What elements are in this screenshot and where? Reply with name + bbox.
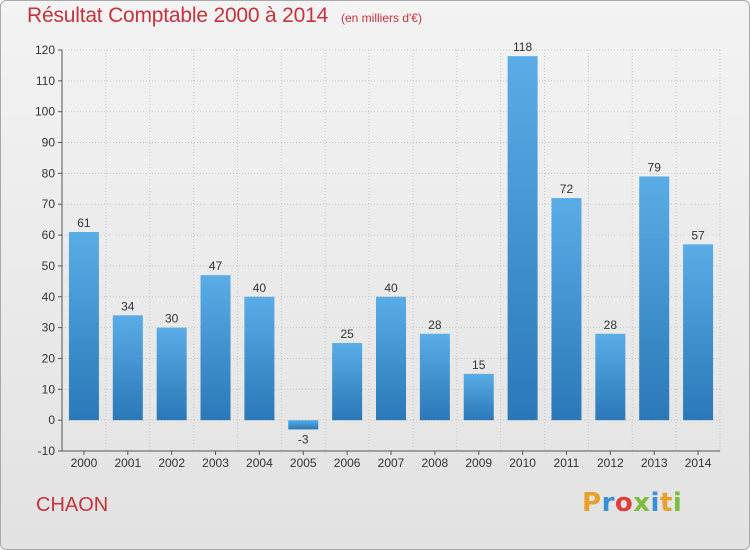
bar-2013 [639, 176, 670, 421]
bar-2001 [112, 315, 143, 421]
bars [68, 56, 714, 430]
bar-2003 [200, 275, 231, 421]
y-tick-label: 30 [42, 321, 56, 335]
y-tick-label: 100 [35, 105, 55, 119]
y-tick-label: 10 [42, 382, 56, 396]
bar-2007 [376, 296, 406, 421]
commune-name: CHAON [36, 494, 109, 516]
chart-title: Résultat Comptable 2000 à 2014 [27, 4, 329, 27]
value-label-2005: -3 [298, 432, 309, 446]
x-tick-label-2007: 2007 [378, 456, 405, 470]
bar-2010 [507, 56, 538, 421]
x-tick-label-2001: 2001 [114, 456, 141, 470]
logo-letter: r [601, 488, 615, 518]
x-tick-label-2010: 2010 [509, 456, 536, 470]
bar-2002 [156, 327, 187, 421]
value-label-2001: 34 [121, 299, 135, 313]
bar-2006 [332, 343, 363, 421]
x-tick-label-2000: 2000 [71, 456, 98, 470]
bar-2014 [683, 244, 714, 421]
y-tick-label: 110 [36, 74, 55, 88]
value-label-2014: 57 [691, 228, 705, 242]
logo-letter: o [614, 488, 634, 518]
y-tick-label: 90 [42, 136, 56, 150]
logo-letter: i [672, 488, 683, 518]
value-label-2006: 25 [340, 327, 354, 341]
logo-letter: t [659, 488, 673, 518]
bar-2009 [463, 373, 494, 421]
x-tick-label-2011: 2011 [554, 456, 580, 470]
value-label-2007: 40 [384, 281, 398, 295]
bar-2011 [551, 198, 582, 421]
logo-letter: P [582, 488, 602, 518]
x-tick-label-2014: 2014 [685, 456, 712, 470]
value-label-2004: 40 [253, 281, 267, 295]
chart-subtitle: (en milliers d'€) [341, 11, 422, 25]
bar-2005 [288, 420, 319, 430]
x-tick-label-2009: 2009 [465, 456, 492, 470]
y-tick-label: 80 [42, 166, 56, 180]
y-tick-label: 20 [42, 351, 56, 365]
value-labels: 61 34 30 47 40 -3 25 40 28 15 118 72 28 79 57 [77, 40, 705, 446]
y-tick-label: 60 [42, 228, 56, 242]
x-tick-label-2013: 2013 [641, 456, 668, 470]
value-label-2003: 47 [209, 259, 223, 273]
y-tick-label: 40 [42, 290, 56, 304]
value-label-2012: 28 [604, 318, 618, 332]
value-label-2009: 15 [472, 358, 486, 372]
proxiti-logo: Proxiti [582, 488, 682, 518]
y-tick-label: 70 [42, 197, 56, 211]
x-tick-label-2006: 2006 [334, 456, 361, 470]
value-label-2010: 118 [513, 40, 532, 54]
value-label-2000: 61 [77, 216, 91, 230]
logo-letter: x [633, 488, 651, 518]
logo-letter: i [650, 488, 660, 518]
y-tick-label: 0 [48, 413, 55, 427]
bar-2000 [68, 231, 99, 421]
bar-2012 [595, 333, 626, 421]
x-tick-label-2003: 2003 [202, 456, 229, 470]
bar-2008 [419, 333, 450, 421]
x-tick-label-2008: 2008 [422, 456, 449, 470]
axes: -10 0 10 20 30 40 50 60 70 80 90 100 110 120 2000 2001 2… [35, 43, 720, 470]
value-label-2002: 30 [165, 312, 179, 326]
x-tick-label-2004: 2004 [246, 456, 273, 470]
value-label-2011: 72 [560, 182, 574, 196]
x-tick-label-2002: 2002 [158, 456, 185, 470]
bar-2004 [244, 296, 275, 421]
y-tick-label: 120 [35, 43, 55, 57]
x-tick-label-2012: 2012 [597, 456, 624, 470]
value-label-2008: 28 [428, 318, 442, 332]
value-label-2013: 79 [648, 160, 662, 174]
y-tick-label: -10 [38, 444, 56, 458]
x-tick-label-2005: 2005 [290, 456, 317, 470]
y-tick-label: 50 [42, 259, 56, 273]
